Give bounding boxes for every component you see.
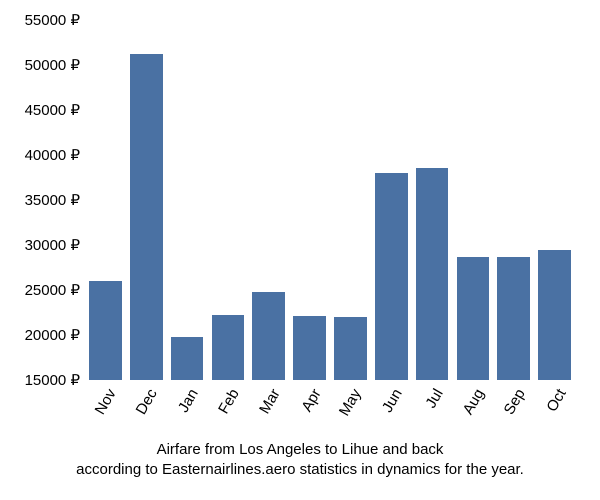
- y-tick-label: 25000 ₽: [10, 281, 80, 299]
- bar: [293, 316, 326, 380]
- x-tick-label: Mar: [256, 386, 284, 417]
- y-tick-label: 20000 ₽: [10, 326, 80, 344]
- bar: [171, 337, 204, 380]
- x-tick-label: Sep: [500, 386, 528, 418]
- x-tick-label: Feb: [215, 386, 243, 417]
- bar: [130, 54, 163, 380]
- y-axis: 15000 ₽20000 ₽25000 ₽30000 ₽35000 ₽40000…: [10, 20, 80, 380]
- x-tick-label: Apr: [298, 386, 324, 415]
- airfare-chart: 15000 ₽20000 ₽25000 ₽30000 ₽35000 ₽40000…: [85, 20, 575, 380]
- caption-line-1: Airfare from Los Angeles to Lihue and ba…: [157, 441, 444, 458]
- y-tick-label: 15000 ₽: [10, 371, 80, 389]
- bar: [538, 250, 571, 381]
- x-tick-label: Jan: [175, 386, 202, 415]
- bar: [89, 281, 122, 380]
- x-tick-label: Jul: [422, 386, 446, 411]
- x-tick-label: Jun: [379, 386, 406, 415]
- bar: [416, 168, 449, 380]
- bar: [252, 292, 285, 380]
- y-tick-label: 30000 ₽: [10, 236, 80, 254]
- x-tick-label: Dec: [133, 386, 161, 418]
- chart-caption: Airfare from Los Angeles to Lihue and ba…: [0, 440, 600, 479]
- bar: [212, 315, 245, 380]
- caption-line-2: according to Easternairlines.aero statis…: [76, 461, 524, 478]
- bar: [457, 257, 490, 380]
- x-tick-label: Aug: [460, 386, 488, 418]
- y-tick-label: 45000 ₽: [10, 101, 80, 119]
- x-tick-label: Nov: [92, 386, 120, 418]
- y-tick-label: 55000 ₽: [10, 11, 80, 29]
- y-tick-label: 50000 ₽: [10, 56, 80, 74]
- x-tick-label: May: [336, 386, 365, 419]
- bars-group: [85, 20, 575, 380]
- bar: [497, 257, 530, 380]
- y-tick-label: 40000 ₽: [10, 146, 80, 164]
- x-tick-label: Oct: [543, 386, 569, 415]
- bar: [334, 317, 367, 380]
- plot-area: 15000 ₽20000 ₽25000 ₽30000 ₽35000 ₽40000…: [85, 20, 575, 380]
- x-axis-labels: Nov Dec Jan Feb Mar Apr May Jun Jul Aug Sep Oct: [85, 380, 575, 440]
- bar: [375, 173, 408, 380]
- y-tick-label: 35000 ₽: [10, 191, 80, 209]
